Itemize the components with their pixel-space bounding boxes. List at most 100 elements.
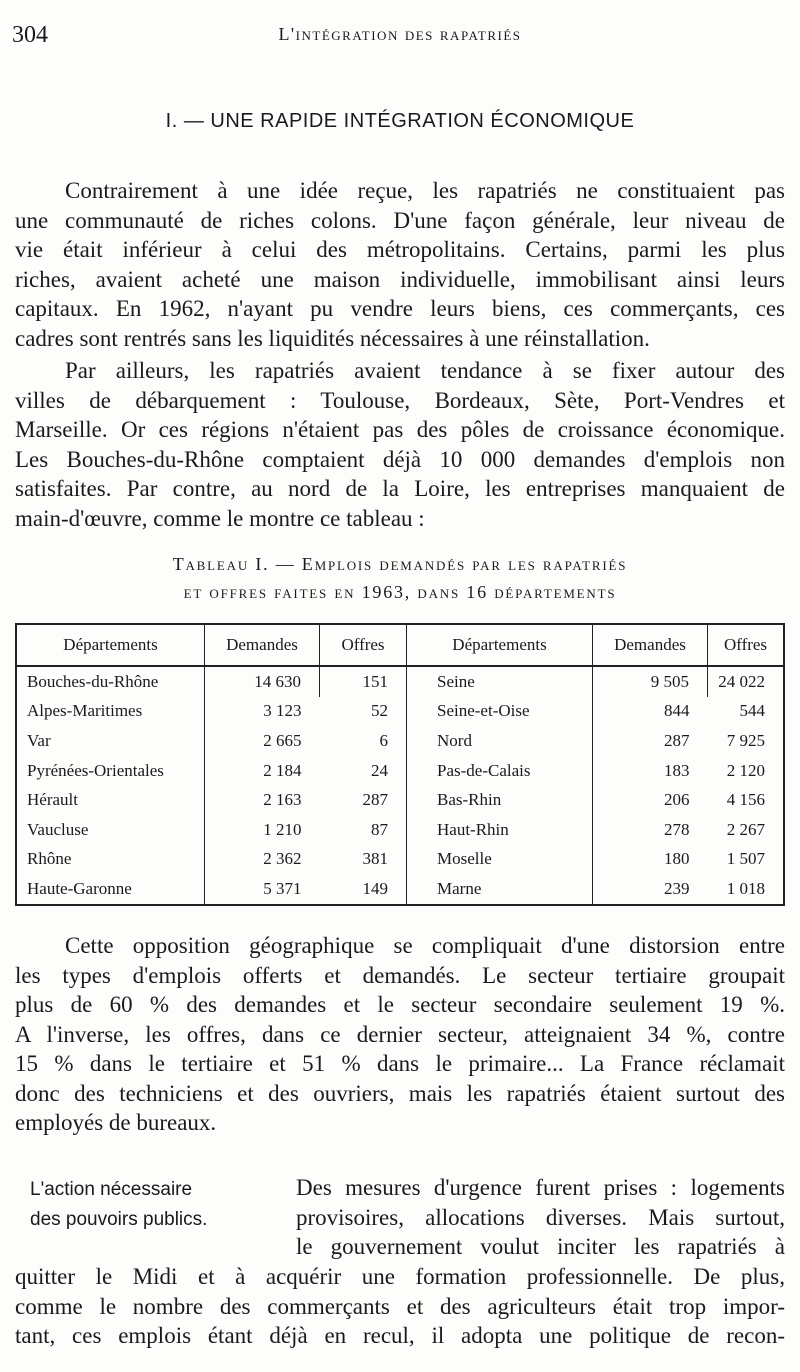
page-number: 304	[12, 22, 48, 48]
demandes-cell: 206	[664, 790, 690, 810]
text-line: donc des techniciens et des ouvriers, ma…	[15, 1080, 785, 1106]
demandes-cell: 2 362	[263, 849, 302, 869]
offres-cell: 1 018	[726, 878, 765, 898]
text-line: quitter le Midi et à acquérir une format…	[15, 1264, 785, 1289]
text-line: A l'inverse, les offres, dans ce dernier…	[15, 1021, 785, 1047]
offres-cell: 87	[319, 814, 407, 845]
col-header: Demandes	[592, 624, 708, 667]
paragraph-4-full: quitter le Midi et à acquérir une format…	[15, 1262, 785, 1351]
offres-cell: 287	[319, 785, 407, 815]
demandes-cell: 844	[664, 701, 690, 721]
demandes-cell: 2 665	[263, 730, 302, 750]
text-line: employés de bureaux.	[15, 1110, 217, 1135]
text-line: Marseille. Or ces régions n'étaient pas …	[15, 417, 785, 442]
paragraph-3: Cette opposition géographique se compliq…	[15, 931, 785, 1138]
offres-cell: 544	[739, 701, 766, 721]
offres-cell: 151	[319, 666, 407, 697]
department-cell: Haut-Rhin	[406, 814, 593, 845]
text-line: main-d'œuvre, comme le montre ce tableau…	[15, 505, 425, 531]
col-header: Offres	[707, 624, 784, 667]
text-line: une communauté de riches colons. D'une f…	[15, 207, 785, 233]
text-line: satisfaites. Par contre, au nord de la L…	[15, 476, 785, 501]
demandes-cell: 5 371	[263, 878, 302, 898]
text-line: tant, ces emplois étant déjà en recul, i…	[15, 1323, 785, 1348]
offres-cell: 149	[319, 874, 407, 905]
department-cell: Vaucluse	[16, 814, 205, 845]
offres-cell: 7 925	[726, 730, 765, 750]
demandes-cell: 183	[664, 760, 690, 780]
margin-note-line: des pouvoirs publics.	[30, 1209, 208, 1230]
department-cell: Rhône	[16, 844, 205, 875]
department-cell: Marne	[406, 874, 593, 905]
offres-cell: 4 156	[726, 790, 765, 810]
offres-cell: 2 120	[726, 760, 765, 780]
col-header: Offres	[319, 624, 407, 667]
section-heading: I. — UNE RAPIDE INTÉGRATION ÉCONOMIQUE	[165, 110, 635, 132]
offres-cell: 2 267	[726, 819, 765, 839]
paragraph-1: Contrairement à une idée reçue, les rapa…	[15, 176, 785, 353]
text-line: Par ailleurs, les rapatriés avaient tend…	[65, 358, 785, 383]
text-line: provisoires, allocations diverses. Mais …	[296, 1204, 785, 1230]
text-line: riches, avaient acheté une maison indivi…	[15, 266, 785, 292]
paragraph-2: Par ailleurs, les rapatriés avaient tend…	[15, 356, 785, 533]
demandes-cell: 1 210	[263, 819, 302, 839]
demandes-cell: 2 184	[263, 760, 302, 780]
table-row: Bouches-du-Rhône 14 630 151 Seine 9 505 24 02…	[16, 666, 784, 697]
paragraph-4-narrow: Des mesures d'urgence furent prises : lo…	[296, 1173, 785, 1262]
text-line: Les Bouches-du-Rhône comptaient déjà 10 …	[15, 446, 785, 472]
employment-table: Départements Demandes Offres Département…	[15, 623, 785, 906]
offres-cell: 6	[319, 726, 407, 756]
col-header: Départements	[16, 624, 205, 667]
department-cell: Seine-et-Oise	[406, 696, 593, 727]
demandes-cell: 2 163	[263, 790, 302, 810]
department-cell: Nord	[406, 726, 593, 756]
department-cell: Bouches-du-Rhône	[16, 666, 205, 697]
col-header: Départements	[406, 624, 593, 667]
department-cell: Haute-Garonne	[16, 874, 205, 905]
department-cell: Var	[16, 726, 205, 756]
offres-cell: 381	[319, 844, 407, 875]
demandes-cell: 14 630	[204, 666, 320, 697]
table-row: Vaucluse 1 210 87 Haut-Rhin 278 2 267	[16, 814, 784, 845]
department-cell: Pas-de-Calais	[406, 755, 593, 786]
margin-note: L'action nécessaire des pouvoirs publics…	[30, 1175, 207, 1235]
text-line: Cette opposition géographique se compliq…	[65, 933, 785, 958]
text-line: comme le nombre des commerçants et des a…	[15, 1293, 785, 1319]
offres-cell: 24	[319, 755, 407, 786]
margin-note-line: L'action nécessaire	[30, 1179, 193, 1200]
demandes-cell: 3 123	[263, 701, 302, 721]
department-cell: Seine	[406, 666, 593, 697]
table-row: Alpes-Maritimes 3 123 52 Seine-et-Oise 844 54…	[16, 696, 784, 727]
text-line: cadres sont rentrés sans les liquidités …	[15, 325, 650, 351]
demandes-cell: 287	[664, 730, 690, 750]
caption-line-2: et offres faites en 1963, dans 16 départ…	[183, 582, 617, 602]
table-row: Haute-Garonne 5 371 149 Marne 239 1 018	[16, 874, 784, 905]
offres-cell: 1 507	[726, 849, 765, 869]
demandes-cell: 9 505	[592, 666, 708, 697]
caption-line-1: Tableau I. — Emplois demandés par les ra…	[172, 554, 628, 574]
demandes-cell: 239	[664, 878, 690, 898]
text-line: capitaux. En 1962, n'ayant pu vendre leu…	[15, 296, 785, 321]
table-header-row: Départements Demandes Offres Département…	[16, 624, 784, 667]
table-row: Pyrénées-Orientales 2 184 24 Pas-de-Calais 1…	[16, 755, 784, 786]
department-cell: Alpes-Maritimes	[16, 696, 205, 727]
text-line: plus de 60 % des demandes et le secteur …	[15, 992, 785, 1017]
text-line: Contrairement à une idée reçue, les rapa…	[65, 178, 785, 203]
running-title: L'intégration des rapatriés	[278, 24, 522, 44]
department-cell: Hérault	[16, 785, 205, 815]
department-cell: Pyrénées-Orientales	[16, 755, 205, 786]
text-line: le gouvernement voulut inciter les rapat…	[296, 1234, 785, 1259]
text-line: vie était inférieur à celui des métropol…	[15, 237, 785, 262]
table-row: Rhône 2 362 381 Moselle 180 1 507	[16, 844, 784, 875]
table-caption: Tableau I. — Emplois demandés par les ra…	[0, 550, 800, 606]
table-row: Var 2 665 6 Nord 287 7 925	[16, 726, 784, 756]
text-line: les types d'emplois offerts et demandés.…	[15, 962, 785, 988]
table-row: Hérault 2 163 287 Bas-Rhin 206 4 156	[16, 785, 784, 815]
text-line: villes de débarquement : Toulouse, Borde…	[15, 387, 785, 413]
demandes-cell: 278	[664, 819, 690, 839]
text-line: 15 % dans le tertiaire et 51 % dans le p…	[15, 1051, 785, 1076]
department-cell: Moselle	[406, 844, 593, 875]
offres-cell: 52	[319, 696, 407, 727]
demandes-cell: 180	[664, 849, 690, 869]
department-cell: Bas-Rhin	[406, 785, 593, 815]
